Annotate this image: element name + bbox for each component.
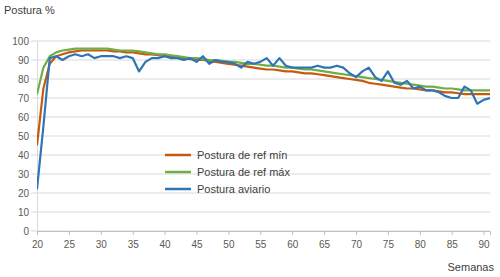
x-tick-label: 75	[383, 239, 395, 250]
y-tick-label: 50	[18, 131, 30, 142]
series-line	[37, 54, 490, 189]
x-tick: 90	[479, 231, 491, 250]
legend-swatch	[165, 154, 191, 157]
x-tick: 30	[96, 231, 108, 250]
x-tick: 45	[191, 231, 203, 250]
grid	[31, 41, 490, 231]
x-tick-label: 70	[351, 239, 363, 250]
x-tick: 85	[447, 231, 459, 250]
x-tick: 35	[128, 231, 140, 250]
y-tick-label: 10	[18, 207, 30, 218]
x-tick-label: 60	[287, 239, 299, 250]
x-tick-mark	[324, 231, 325, 235]
x-tick-mark	[292, 231, 293, 235]
x-tick-label: 80	[415, 239, 427, 250]
x-tick-label: 25	[64, 239, 76, 250]
x-tick: 60	[287, 231, 299, 250]
x-tick: 40	[160, 231, 172, 250]
x-tick: 65	[319, 231, 331, 250]
y-tick: 10	[18, 207, 37, 218]
grid-line	[31, 117, 490, 118]
x-tick-mark	[165, 231, 166, 235]
grid-line	[31, 60, 490, 61]
y-tick-label: 0	[23, 226, 29, 237]
y-tick: 100	[12, 36, 37, 47]
x-tick: 50	[223, 231, 235, 250]
grid-line	[31, 212, 490, 213]
x-tick-label: 30	[96, 239, 108, 250]
x-tick-mark	[228, 231, 229, 235]
y-tick: 60	[18, 112, 37, 123]
x-tick: 80	[415, 231, 427, 250]
x-tick-mark	[452, 231, 453, 235]
y-tick-label: 90	[18, 55, 30, 66]
y-tick: 40	[18, 150, 37, 161]
x-tick-mark	[133, 231, 134, 235]
y-tick-label: 70	[18, 93, 30, 104]
y-axis: 0 10 20 30 40 50 60 70 80 90 100	[12, 36, 37, 237]
x-tick-mark	[101, 231, 102, 235]
grid-line	[31, 98, 490, 99]
x-tick-label: 85	[447, 239, 459, 250]
y-axis-title: Postura %	[4, 4, 55, 16]
legend-swatch	[165, 171, 191, 174]
grid-line	[31, 136, 490, 137]
legend-swatch	[165, 188, 191, 191]
x-tick-label: 35	[128, 239, 140, 250]
y-tick-label: 80	[18, 74, 30, 85]
x-tick-mark	[37, 231, 38, 235]
x-tick-mark	[388, 231, 389, 235]
grid-line	[31, 41, 490, 42]
legend-label: Postura de ref mín	[197, 149, 288, 161]
y-tick-label: 40	[18, 150, 30, 161]
chart: 0 10 20 30 40 50 60 70 80 90 100 20 25 30 35 40 45 50 55 60…	[0, 0, 500, 277]
y-tick-label: 60	[18, 112, 30, 123]
legend-label: Postura de ref máx	[197, 166, 290, 178]
x-tick: 20	[32, 231, 44, 250]
x-tick-label: 90	[479, 239, 491, 250]
x-tick: 70	[351, 231, 363, 250]
y-tick-label: 100	[12, 36, 29, 47]
x-tick-label: 50	[223, 239, 235, 250]
x-tick-mark	[260, 231, 261, 235]
x-tick: 25	[64, 231, 76, 250]
x-axis-line	[38, 232, 491, 236]
x-tick-mark	[356, 231, 357, 235]
x-tick-mark	[484, 231, 485, 235]
y-tick: 70	[18, 93, 37, 104]
y-tick: 30	[18, 169, 37, 180]
x-tick-label: 65	[319, 239, 331, 250]
x-tick-mark	[420, 231, 421, 235]
legend-label: Postura aviario	[197, 183, 270, 195]
legend: Postura de ref mín Postura de ref máx Post…	[165, 149, 290, 195]
y-tick: 0	[23, 226, 37, 237]
x-tick-label: 20	[32, 239, 44, 250]
x-axis-title: Semanas	[448, 261, 495, 273]
grid-line	[31, 79, 490, 80]
x-axis: 20 25 30 35 40 45 50 55 60 65 70 75 80 85 90	[32, 231, 491, 250]
x-tick-mark	[197, 231, 198, 235]
x-tick: 75	[383, 231, 395, 250]
plot-area	[37, 49, 490, 190]
x-tick: 55	[255, 231, 267, 250]
y-tick: 80	[18, 74, 37, 85]
x-tick-label: 45	[191, 239, 203, 250]
x-tick-mark	[69, 231, 70, 235]
y-tick-label: 30	[18, 169, 30, 180]
y-tick: 20	[18, 188, 37, 199]
y-tick: 50	[18, 131, 37, 142]
x-tick-label: 40	[160, 239, 172, 250]
y-tick-label: 20	[18, 188, 30, 199]
y-tick: 90	[18, 55, 37, 66]
x-tick-label: 55	[255, 239, 267, 250]
